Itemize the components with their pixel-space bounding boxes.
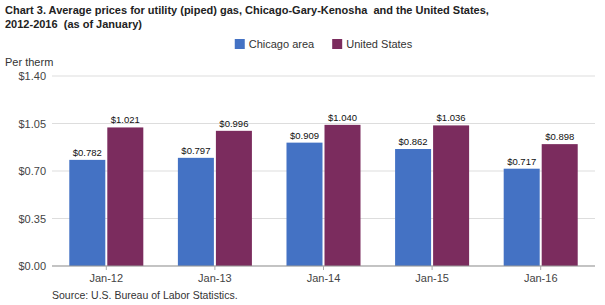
y-tick-label: $1.05 [18, 118, 46, 130]
data-label: $1.036 [437, 112, 466, 123]
x-tick [214, 266, 215, 270]
legend-label: United States [346, 38, 413, 50]
bar [178, 158, 214, 266]
bar [216, 131, 252, 266]
grid [52, 76, 595, 266]
data-label: $0.797 [181, 145, 210, 156]
x-tick [323, 266, 324, 270]
data-label: $0.996 [219, 118, 248, 129]
title: Chart 3. Average prices for utility (pip… [5, 4, 489, 16]
bar [325, 125, 361, 266]
bar [542, 144, 578, 266]
chart: Chart 3. Average prices for utility (pip… [0, 0, 605, 305]
source: Source: U.S. Bureau of Labor Statistics. [52, 289, 238, 301]
x-tick-label: Jan-14 [307, 272, 341, 284]
data-label: $0.909 [290, 130, 319, 141]
y-tick-label: $0.00 [18, 260, 46, 272]
data-label: $0.862 [399, 136, 428, 147]
bar [433, 125, 469, 266]
bar [286, 143, 322, 266]
bar [395, 149, 431, 266]
x-tick-label: Jan-15 [415, 272, 449, 284]
bar [107, 127, 143, 266]
data-labels: $0.782 $0.797 $0.909 $0.862 $0.717 $1.021 $0.9… [73, 112, 574, 167]
data-label: $1.021 [111, 114, 140, 125]
subtitle: 2012-2016 (as of January) [5, 18, 142, 30]
legend-label: Chicago area [249, 38, 315, 50]
data-label: $1.040 [328, 112, 357, 123]
x-tick-label: Jan-13 [198, 272, 232, 284]
bars [69, 125, 577, 266]
x-tick-label: Jan-16 [524, 272, 558, 284]
legend: Chicago area United States [235, 38, 413, 50]
y-axis-label: Per therm [5, 56, 53, 68]
x-tick [432, 266, 433, 270]
y-tick-label: $1.40 [18, 70, 46, 82]
y-tick-label: $0.35 [18, 213, 46, 225]
bar [504, 169, 540, 266]
bar [69, 160, 105, 266]
data-label: $0.898 [545, 131, 574, 142]
x-tick [540, 266, 541, 270]
y-tick-label: $0.70 [18, 165, 46, 177]
legend-swatch [332, 39, 342, 49]
x-tick-label: Jan-12 [89, 272, 123, 284]
x-tick [106, 266, 107, 270]
data-label: $0.717 [507, 156, 536, 167]
data-label: $0.782 [73, 147, 102, 158]
legend-swatch [235, 39, 245, 49]
grid-line [52, 76, 595, 77]
